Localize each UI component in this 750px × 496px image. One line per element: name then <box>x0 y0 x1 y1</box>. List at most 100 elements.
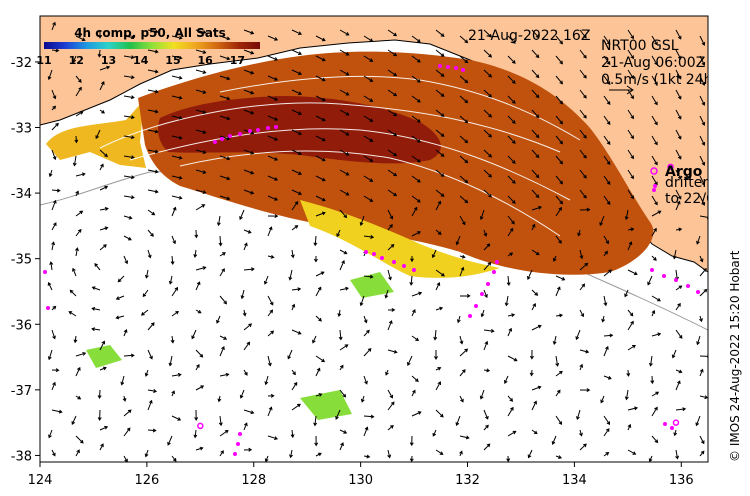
x-tick-label: 124 <box>28 473 53 488</box>
current-vector <box>627 149 634 160</box>
current-vector <box>387 320 393 331</box>
current-vector <box>47 349 53 361</box>
current-vector <box>483 289 488 299</box>
current-vector <box>51 409 63 414</box>
colorbar-tick-label: 16 <box>198 54 214 67</box>
surface-current-arrows <box>47 21 708 462</box>
current-vector <box>411 75 421 83</box>
current-vector <box>123 328 128 337</box>
current-vector <box>459 155 469 164</box>
y-tick-label: -37 <box>11 384 32 399</box>
current-vector <box>195 29 207 34</box>
current-vector <box>171 286 179 297</box>
current-vector <box>579 349 590 354</box>
current-vector <box>699 255 704 263</box>
current-vector <box>555 370 563 377</box>
current-vector <box>579 49 587 59</box>
current-vector <box>483 409 489 420</box>
current-vector <box>411 206 418 217</box>
current-vector <box>147 322 155 331</box>
current-vector <box>315 355 326 363</box>
x-tick-label: 134 <box>562 473 587 488</box>
drifters-legend-line2: to 22/08 12Z <box>665 191 750 207</box>
current-vector <box>601 315 606 323</box>
current-vector <box>507 175 516 184</box>
current-vector <box>147 209 156 216</box>
current-vector <box>51 449 56 457</box>
current-vector <box>555 175 564 185</box>
current-vector <box>363 195 374 202</box>
current-vector <box>51 381 56 391</box>
current-vector <box>123 95 135 100</box>
current-vector <box>71 415 77 425</box>
current-vector <box>531 109 540 119</box>
current-vector <box>552 335 557 346</box>
current-vector <box>72 267 77 277</box>
current-vector <box>73 335 78 344</box>
current-vector <box>555 275 566 281</box>
current-vector <box>459 115 469 124</box>
current-vector <box>75 111 84 117</box>
current-vector <box>359 295 365 307</box>
current-vector <box>531 189 540 199</box>
current-vector <box>339 286 349 291</box>
current-vector <box>291 329 302 335</box>
current-vector <box>217 395 222 403</box>
current-vector <box>459 293 471 298</box>
current-vector <box>167 435 173 446</box>
current-vector <box>291 287 302 292</box>
current-vector <box>651 406 658 417</box>
current-vector <box>313 415 318 427</box>
current-vector <box>243 29 255 35</box>
current-vector <box>243 109 255 115</box>
current-vector <box>195 109 207 114</box>
current-vector <box>627 449 637 455</box>
current-vector <box>603 235 609 245</box>
current-vector <box>651 227 657 237</box>
current-vector <box>699 368 704 377</box>
current-vector <box>675 380 681 391</box>
current-vector <box>531 302 536 311</box>
current-vector <box>603 155 611 165</box>
current-vector <box>459 95 469 104</box>
current-vector <box>579 29 587 39</box>
current-vector <box>243 341 251 351</box>
current-vector <box>339 109 350 116</box>
current-vector <box>339 429 348 434</box>
current-vector <box>72 155 77 167</box>
current-vector <box>219 252 226 257</box>
current-vector <box>507 55 516 64</box>
current-vector <box>267 35 279 41</box>
current-vector <box>115 295 125 300</box>
current-vector <box>555 389 561 397</box>
current-vector <box>507 135 516 144</box>
argo-legend-marker <box>650 167 658 175</box>
current-vector <box>387 109 398 117</box>
current-vector <box>603 75 611 85</box>
current-vector <box>483 443 491 451</box>
current-vector <box>363 95 374 102</box>
current-vector <box>455 235 461 246</box>
current-vector <box>142 289 149 298</box>
current-vector <box>195 281 201 291</box>
current-vector <box>603 250 608 257</box>
current-vector <box>219 268 225 277</box>
current-vector <box>363 274 374 279</box>
current-vector <box>339 29 350 36</box>
current-vector <box>339 129 350 136</box>
current-vector <box>291 109 302 115</box>
sst-zone-southern-patches-a <box>86 345 122 368</box>
current-vector <box>291 69 302 75</box>
current-vector <box>335 409 341 420</box>
drifter-tracks <box>43 64 700 456</box>
current-vector <box>219 95 231 101</box>
current-vector <box>337 309 342 318</box>
current-vector <box>363 414 375 419</box>
current-vector <box>675 285 683 291</box>
current-vector <box>504 375 509 384</box>
current-vector <box>480 309 485 318</box>
current-vector <box>435 149 445 157</box>
colorbar-tick-label: 11 <box>36 54 51 67</box>
current-vector <box>123 255 129 265</box>
current-vector <box>648 455 653 462</box>
